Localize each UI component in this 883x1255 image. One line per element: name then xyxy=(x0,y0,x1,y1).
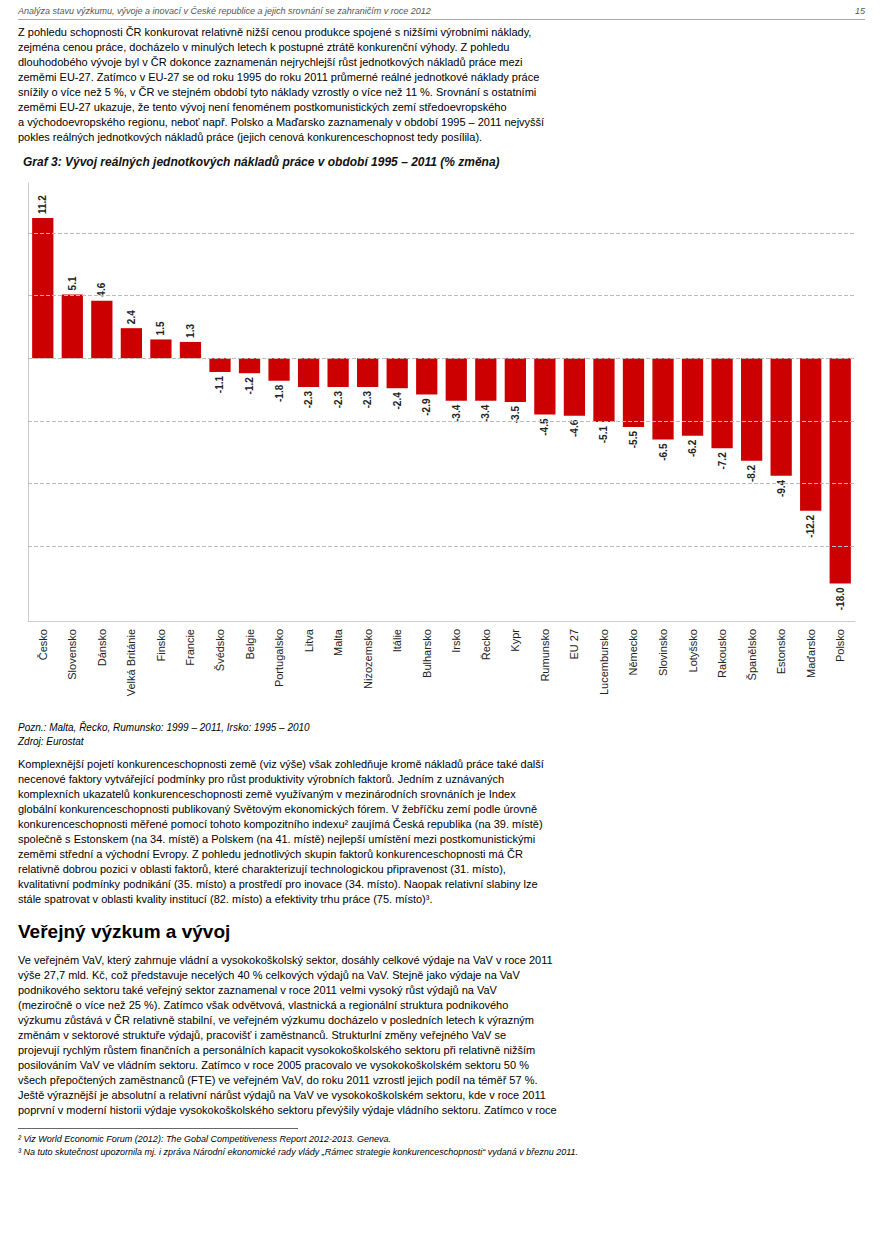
html-text:výzkumu zůstává v ČR relativně: výzkumu zůstává v ČR relativně stabilní,… xyxy=(18,1014,534,1026)
svg-text:-4.6: -4.6 xyxy=(568,419,580,437)
html-text:relativně dobrou pozici v obla: relativně dobrou pozici v oblasti faktor… xyxy=(18,863,506,875)
svg-text:Švédsko: Švédsko xyxy=(214,629,226,671)
svg-text:Rakousko: Rakousko xyxy=(716,629,728,678)
html-text:Ve veřejném VaV, který zahrnuj: Ve veřejném VaV, který zahrnuje vládní a… xyxy=(18,954,553,966)
svg-text:-2.3: -2.3 xyxy=(333,391,344,409)
html-text:snížily o více než 5 %, v ČR v: snížily o více než 5 %, v ČR ve stejném … xyxy=(18,86,537,98)
svg-text:Česko: Česko xyxy=(37,629,49,660)
svg-text:1.5: 1.5 xyxy=(155,321,166,335)
svg-text:-6.5: -6.5 xyxy=(658,443,669,461)
svg-text:Francie: Francie xyxy=(184,629,196,666)
html-text:Ještě výraznější je absolutní: Ještě výraznější je absolutní a relativn… xyxy=(18,1089,546,1101)
html-text:všech přepočtených zaměstnanců: všech přepočtených zaměstnanců (FTE) ve … xyxy=(18,1074,538,1086)
html-text:Pozn.: Malta, Řecko, Rumunsko:: Pozn.: Malta, Řecko, Rumunsko: 1999 – 20… xyxy=(18,722,310,733)
svg-text:Litva: Litva xyxy=(303,628,315,652)
svg-text:Estonsko: Estonsko xyxy=(775,629,787,674)
svg-text:11.2: 11.2 xyxy=(37,195,48,214)
html-text:Z pohledu schopnosti ČR konkur: Z pohledu schopnosti ČR konkurovat relat… xyxy=(18,26,532,38)
html-text:Veřejný výzkum a vývoj: Veřejný výzkum a vývoj xyxy=(18,921,231,942)
svg-text:Velká Británie: Velká Británie xyxy=(125,629,137,696)
svg-text:-2.9: -2.9 xyxy=(421,398,432,416)
svg-text:Rumunsko: Rumunsko xyxy=(539,629,551,682)
html-text:posilováním VaV ve vládním sek: posilováním VaV ve vládním sektoru. Zatí… xyxy=(18,1059,529,1071)
html-text:kvalitativní podmínky podnikán: kvalitativní podmínky podnikání (35. mís… xyxy=(18,878,538,890)
svg-text:-3.5: -3.5 xyxy=(510,406,521,424)
svg-text:Belgie: Belgie xyxy=(244,629,256,660)
html-text:stále spatrovat v oblasti kval: stále spatrovat v oblasti kvality instit… xyxy=(18,893,433,905)
svg-text:4.6: 4.6 xyxy=(96,282,107,296)
svg-text:Malta: Malta xyxy=(332,628,344,656)
svg-text:Slovensko: Slovensko xyxy=(66,629,78,680)
svg-text:Itálie: Itálie xyxy=(391,629,403,652)
html-text:změnám v sektorové struktuře v: změnám v sektorové struktuře výdajů, pra… xyxy=(18,1029,507,1041)
html-text:Analýza stavu výzkumu, vývoje: Analýza stavu výzkumu, vývoje a inovací … xyxy=(18,6,431,16)
svg-text:-1.8: -1.8 xyxy=(274,384,285,402)
html-text:a východoevropského regionu, n: a východoevropského regionu, neboť např.… xyxy=(18,116,545,128)
html-text:zeměmi střední a východní Evro: zeměmi střední a východní Evropy. Z pohl… xyxy=(18,848,523,860)
html-text:necenové faktory vytvářející p: necenové faktory vytvářející podmínky pr… xyxy=(18,773,505,785)
svg-text:-2.4: -2.4 xyxy=(392,392,403,410)
svg-text:Polsko: Polsko xyxy=(834,629,846,662)
svg-text:Řecko: Řecko xyxy=(480,629,492,660)
html-text:(meziročně o více než 25 %). Z: (meziročně o více než 25 %). Zatímco vša… xyxy=(18,999,509,1011)
svg-text:-18.0: -18.0 xyxy=(835,587,846,610)
svg-text:Lucembursko: Lucembursko xyxy=(598,629,610,695)
html-text:² Viz World Economic Forum (20: ² Viz World Economic Forum (2012): The G… xyxy=(18,1134,391,1144)
html-text:konkurenceschopnosti měřené po: konkurenceschopnosti měřené pomocí tohot… xyxy=(18,818,543,830)
svg-text:-12.2: -12.2 xyxy=(805,514,816,537)
html-text:pokles reálných jednotkových n: pokles reálných jednotkových nákladů prá… xyxy=(18,131,483,143)
html-text:Zdroj: Eurostat: Zdroj: Eurostat xyxy=(18,736,84,747)
svg-text:-7.2: -7.2 xyxy=(717,452,728,470)
svg-text:Kypr: Kypr xyxy=(509,629,521,652)
html-text:15: 15 xyxy=(855,6,865,16)
svg-text:5.1: 5.1 xyxy=(67,276,78,290)
svg-text:-9.4: -9.4 xyxy=(776,479,787,497)
html-text:společně s Estonskem (na 34. m: společně s Estonskem (na 34. místě) a Po… xyxy=(18,833,536,845)
svg-text:1.3: 1.3 xyxy=(185,324,196,338)
html-text:zeměmi EU-27 ukazuje, že tento: zeměmi EU-27 ukazuje, že tento vývoj nen… xyxy=(18,101,507,113)
svg-text:-6.2: -6.2 xyxy=(687,439,698,457)
html-text:komplexních ukazatelů konkuren: komplexních ukazatelů konkurenceschopnos… xyxy=(18,788,516,800)
html-text:výše 27,7 mld. Kč, což předsta: výše 27,7 mld. Kč, což představuje necel… xyxy=(18,969,520,981)
svg-text:Irsko: Irsko xyxy=(450,629,462,653)
svg-text:Graf 3: Vývoj reálných jednotk: Graf 3: Vývoj reálných jednotkových nákl… xyxy=(23,155,500,169)
html-text:³ Na tuto skutečnost upozornil: ³ Na tuto skutečnost upozornila mj. i zp… xyxy=(18,1147,579,1157)
svg-text:Maďarsko: Maďarsko xyxy=(805,629,817,678)
svg-text:Dánsko: Dánsko xyxy=(96,629,108,666)
svg-text:-2.3: -2.3 xyxy=(303,391,314,409)
html-text:podnikového sektoru také veřej: podnikového sektoru také veřejný sektor … xyxy=(18,984,497,996)
svg-text:Portugalsko: Portugalsko xyxy=(273,629,285,687)
svg-text:EU 27: EU 27 xyxy=(568,629,580,660)
svg-text:Finsko: Finsko xyxy=(155,629,167,661)
html-text:poprvní v moderní historii výd: poprvní v moderní historii výdaje vysoko… xyxy=(18,1104,557,1116)
svg-text:Německo: Německo xyxy=(627,629,639,675)
svg-text:-4.5: -4.5 xyxy=(539,418,550,436)
html-text:zejména cenou práce, docházelo: zejména cenou práce, docházelo v minulýc… xyxy=(18,41,510,53)
svg-text:-3.4: -3.4 xyxy=(451,404,462,422)
svg-text:Slovinsko: Slovinsko xyxy=(657,629,669,676)
svg-text:Bulharsko: Bulharsko xyxy=(421,629,433,678)
svg-text:-5.5: -5.5 xyxy=(628,431,639,449)
svg-text:Nizozemsko: Nizozemsko xyxy=(362,629,374,689)
svg-text:-1.2: -1.2 xyxy=(244,377,255,395)
svg-text:-8.2: -8.2 xyxy=(746,464,757,482)
svg-text:2.4: 2.4 xyxy=(126,310,137,324)
svg-text:-2.3: -2.3 xyxy=(362,391,373,409)
html-text:dlouhodobého vývoje byl v ČR d: dlouhodobého vývoje byl v ČR dokonce zaz… xyxy=(18,56,523,68)
html-text:Komplexnější pojetí konkurence: Komplexnější pojetí konkurenceschopnosti… xyxy=(18,758,544,770)
html-text:projevují rychlým růstem finan: projevují rychlým růstem finančních a pe… xyxy=(18,1044,536,1056)
svg-text:-1.1: -1.1 xyxy=(214,376,225,394)
svg-text:Lotyšsko: Lotyšsko xyxy=(687,629,699,672)
html-text:globální konkurenceschopnosti: globální konkurenceschopnosti publikovan… xyxy=(18,803,538,815)
svg-text:-5.1: -5.1 xyxy=(598,426,609,444)
html-text:zeměmi EU-27. Zatímco v EU-27: zeměmi EU-27. Zatímco v EU-27 se od roku… xyxy=(18,71,540,83)
svg-text:Španělsko: Španělsko xyxy=(746,629,758,680)
svg-text:-3.4: -3.4 xyxy=(480,404,491,422)
